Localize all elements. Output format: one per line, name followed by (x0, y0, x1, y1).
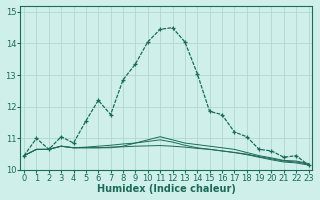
X-axis label: Humidex (Indice chaleur): Humidex (Indice chaleur) (97, 184, 236, 194)
